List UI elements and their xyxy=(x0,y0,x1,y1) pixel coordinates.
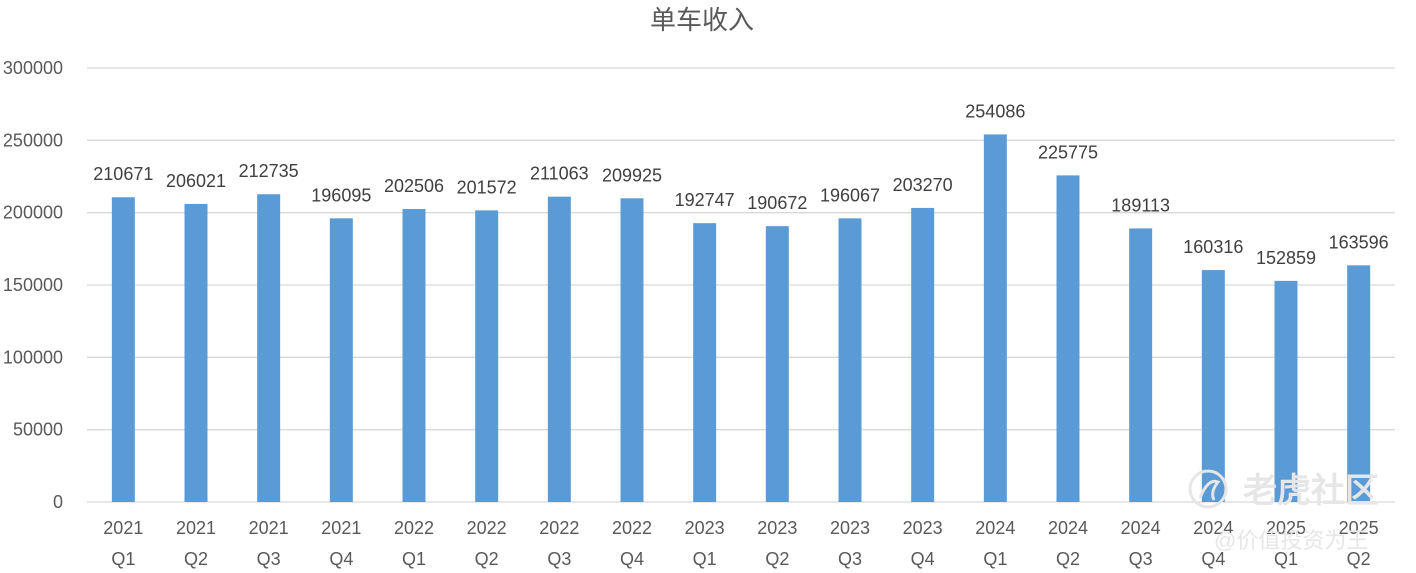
category-quarter-label: Q3 xyxy=(547,549,571,569)
bar xyxy=(693,223,717,502)
data-label: 163596 xyxy=(1329,232,1389,252)
category-year-label: 2024 xyxy=(1193,518,1233,538)
category-quarter-label: Q4 xyxy=(620,549,644,569)
data-label: 196095 xyxy=(311,185,371,205)
data-label: 225775 xyxy=(1038,142,1098,162)
tiger-logo-icon xyxy=(1188,469,1228,509)
data-labels: 210671 206021 212735 196095 202506 201572 2110… xyxy=(93,101,1388,267)
bar xyxy=(402,209,426,502)
data-label: 203270 xyxy=(893,175,953,195)
bar xyxy=(111,197,135,502)
category-year-label: 2022 xyxy=(467,518,507,538)
watermark-handle: @价值投资为王 xyxy=(1214,528,1368,553)
data-label: 209925 xyxy=(602,165,662,185)
category-quarter-label: Q2 xyxy=(765,549,789,569)
category-year-label: 2024 xyxy=(1121,518,1161,538)
data-label: 190672 xyxy=(747,193,807,213)
y-tick-label: 150000 xyxy=(3,275,63,295)
category-quarter-label: Q3 xyxy=(257,549,281,569)
category-quarter-label: Q2 xyxy=(1347,549,1371,569)
data-label: 211063 xyxy=(530,164,589,184)
bars xyxy=(111,134,1371,503)
category-year-label: 2021 xyxy=(249,518,289,538)
y-tick-label: 300000 xyxy=(3,58,63,78)
category-quarter-label: Q1 xyxy=(1274,549,1298,569)
category-year-label: 2021 xyxy=(103,518,143,538)
data-label: 189113 xyxy=(1111,195,1170,215)
bar xyxy=(1274,280,1298,502)
data-label: 196067 xyxy=(820,185,880,205)
category-year-label: 2021 xyxy=(321,518,361,538)
category-quarter-label: Q4 xyxy=(1201,549,1225,569)
bar xyxy=(620,198,644,502)
bar xyxy=(983,134,1007,503)
bar xyxy=(257,194,281,503)
category-year-label: 2022 xyxy=(612,518,652,538)
data-label: 206021 xyxy=(166,171,226,191)
watermark-brand: 老虎社区 xyxy=(1243,472,1379,510)
category-year-label: 2021 xyxy=(176,518,216,538)
data-label: 201572 xyxy=(457,177,517,197)
category-quarter-label: Q3 xyxy=(1129,549,1153,569)
category-year-label: 2024 xyxy=(1048,518,1088,538)
category-quarter-label: Q2 xyxy=(1056,549,1080,569)
category-year-label: 2023 xyxy=(685,518,725,538)
category-year-label: 2025 xyxy=(1339,518,1379,538)
category-year-label: 2023 xyxy=(757,518,797,538)
y-axis-tick-labels: 0 50000 100000 150000 200000 250000 300000 xyxy=(3,58,63,512)
bar xyxy=(329,218,353,502)
category-quarter-label: Q4 xyxy=(329,549,353,569)
data-label: 254086 xyxy=(965,101,1025,121)
y-tick-label: 100000 xyxy=(3,347,63,367)
gridlines xyxy=(87,67,1395,503)
data-label: 212735 xyxy=(239,161,299,181)
category-quarter-label: Q2 xyxy=(184,549,208,569)
data-label: 202506 xyxy=(384,176,444,196)
bar xyxy=(1056,175,1080,502)
bar xyxy=(911,207,935,502)
category-quarter-label: Q1 xyxy=(983,549,1007,569)
category-quarter-label: Q1 xyxy=(402,549,426,569)
data-label: 210671 xyxy=(93,164,153,184)
y-tick-label: 250000 xyxy=(3,130,63,150)
data-label: 160316 xyxy=(1183,237,1243,257)
chart-title: 单车收入 xyxy=(650,5,754,35)
category-year-label: 2022 xyxy=(394,518,434,538)
bar xyxy=(1347,265,1371,502)
y-tick-label: 200000 xyxy=(3,203,63,223)
watermark: 老虎社区 @价值投资为王 xyxy=(1188,469,1379,553)
data-label: 152859 xyxy=(1256,248,1316,268)
category-quarter-label: Q2 xyxy=(475,549,499,569)
category-quarter-label: Q4 xyxy=(911,549,935,569)
y-tick-label: 50000 xyxy=(13,420,63,440)
bar xyxy=(838,218,862,503)
category-year-label: 2025 xyxy=(1266,518,1306,538)
category-year-label: 2023 xyxy=(830,518,870,538)
category-year-label: 2022 xyxy=(539,518,579,538)
category-quarter-label: Q3 xyxy=(838,549,862,569)
bar xyxy=(475,210,499,502)
category-quarter-label: Q1 xyxy=(111,549,135,569)
bar xyxy=(184,203,208,502)
category-year-label: 2024 xyxy=(975,518,1015,538)
x-axis-category-labels: 2021 Q1 2021 Q2 2021 Q3 2021 Q4 2022 Q1 2022 Q2 2022… xyxy=(103,518,1378,569)
category-year-label: 2023 xyxy=(903,518,943,538)
y-tick-label: 0 xyxy=(53,492,63,512)
bar xyxy=(1129,228,1153,503)
bar xyxy=(547,196,571,502)
data-label: 192747 xyxy=(675,190,735,210)
category-quarter-label: Q1 xyxy=(693,549,717,569)
bar xyxy=(1201,270,1225,502)
bar xyxy=(765,226,789,502)
